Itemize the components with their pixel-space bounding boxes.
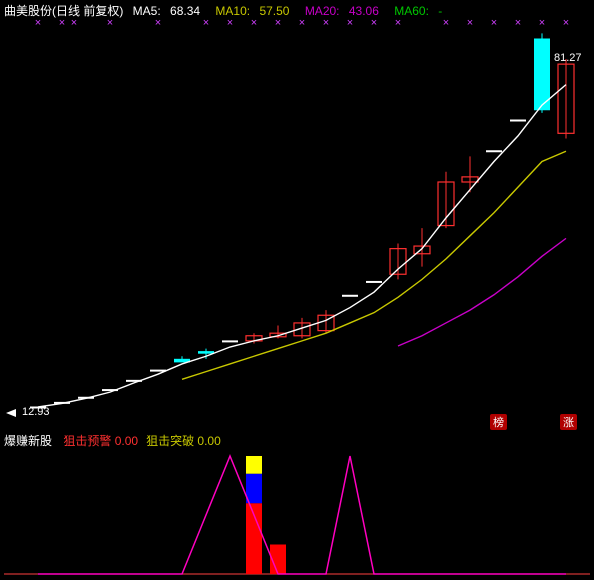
candlestick-chart[interactable]: × × × × × × × × × × × × × × × × × × × ×: [0, 0, 594, 430]
indicator-chart[interactable]: [0, 442, 594, 580]
svg-text:×: ×: [203, 17, 209, 29]
svg-text:×: ×: [251, 17, 257, 29]
svg-text:×: ×: [299, 17, 305, 29]
chart-badge: 涨: [560, 414, 577, 430]
price-low-label: 12.93: [22, 406, 50, 418]
svg-text:×: ×: [155, 17, 161, 29]
svg-text:×: ×: [371, 17, 377, 29]
svg-text:×: ×: [467, 17, 473, 29]
svg-text:×: ×: [347, 17, 353, 29]
svg-text:×: ×: [539, 17, 545, 29]
svg-text:×: ×: [323, 17, 329, 29]
svg-text:×: ×: [563, 17, 569, 29]
svg-text:×: ×: [59, 17, 65, 29]
svg-text:×: ×: [35, 17, 41, 29]
svg-text:×: ×: [491, 17, 497, 29]
svg-text:×: ×: [107, 17, 113, 29]
svg-text:×: ×: [71, 17, 77, 29]
chart-badge: 榜: [490, 414, 507, 430]
svg-text:×: ×: [443, 17, 449, 29]
price-high-label: 81.27: [554, 52, 582, 64]
svg-text:×: ×: [275, 17, 281, 29]
svg-text:×: ×: [227, 17, 233, 29]
svg-text:×: ×: [395, 17, 401, 29]
svg-text:×: ×: [515, 17, 521, 29]
